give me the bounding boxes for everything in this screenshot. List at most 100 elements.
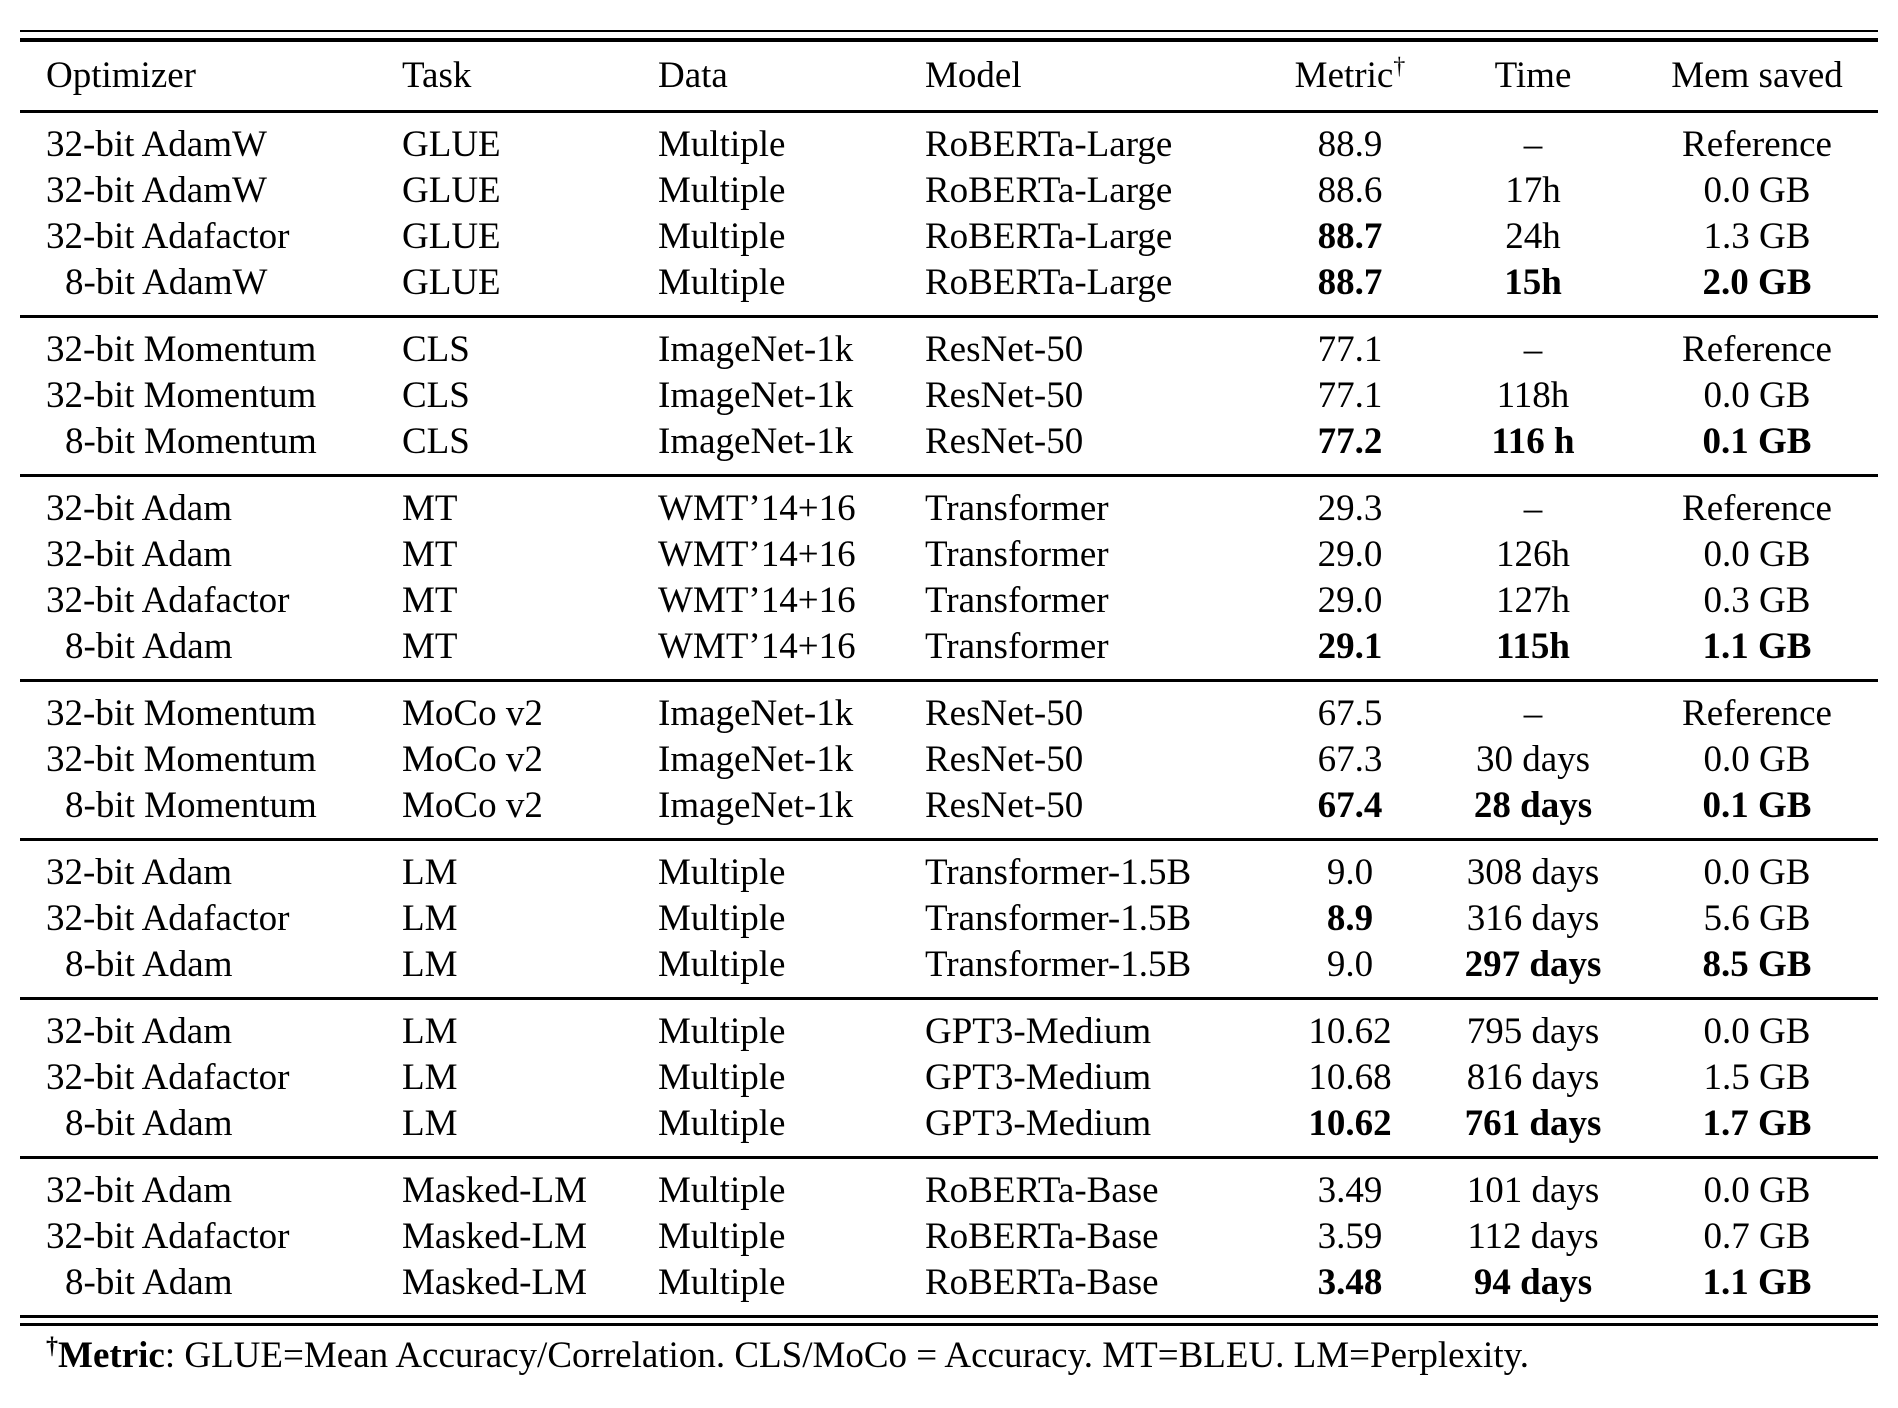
cell-optimizer: 32-bit Momentum [46,692,317,734]
cell-data: Multiple [658,943,786,985]
cell-metric: 10.62 [1308,1102,1392,1144]
cell-optimizer: 32-bit Adafactor [46,215,290,257]
section-divider-rule [20,997,1878,1000]
cell-metric: 3.59 [1317,1215,1383,1257]
cell-optimizer: 8-bit Momentum [65,784,317,826]
dagger-icon: † [46,1333,59,1360]
cell-task: MT [402,579,458,621]
cell-mem-saved: 1.1 GB [1702,625,1812,667]
footnote-metric-label: †Metric [46,1333,165,1376]
cell-task: CLS [402,420,470,462]
cell-optimizer: 8-bit Adam [65,1261,233,1303]
col-header-label: Model [925,54,1022,96]
cell-data: WMT’14+16 [658,579,856,621]
cell-data: ImageNet-1k [658,420,854,462]
cell-mem-saved: 2.0 GB [1702,261,1812,303]
cell-model: Transformer [925,487,1109,529]
table-row: 32-bit Adafactor LM Multiple Transformer-1.… [20,896,1878,942]
cell-data: ImageNet-1k [658,374,854,416]
cell-optimizer: 8-bit AdamW [65,261,268,303]
table-row: 8-bit Momentum MoCo v2 ImageNet-1k ResNet-5… [20,783,1878,829]
cell-optimizer: 32-bit Adam [46,851,233,893]
table-row: 8-bit Adam Masked-LM Multiple RoBERTa-Base 3… [20,1260,1878,1306]
cell-optimizer: 8-bit Adam [65,1102,233,1144]
cell-time: 816 days [1466,1056,1600,1098]
cell-task: MT [402,487,458,529]
table-row: 32-bit Momentum CLS ImageNet-1k ResNet-50 77… [20,373,1878,419]
section-divider-rule [20,679,1878,682]
cell-metric: 9.0 [1326,943,1374,985]
cell-task: LM [402,943,458,985]
cell-mem-saved: Reference [1682,692,1832,734]
cell-metric: 9.0 [1326,851,1374,893]
cell-time: 761 days [1464,1102,1602,1144]
cell-mem-saved: 5.6 GB [1703,897,1811,939]
cell-task: Masked-LM [402,1169,587,1211]
table-section: 32-bit Momentum MoCo v2 ImageNet-1k ResNet-… [20,682,1878,838]
cell-time: 30 days [1475,738,1591,780]
table-row: 8-bit Adam LM Multiple Transformer-1.5B 9.0 2… [20,942,1878,988]
table-section: 32-bit AdamW GLUE Multiple RoBERTa-Large 88.… [20,113,1878,315]
cell-mem-saved: Reference [1682,123,1832,165]
cell-mem-saved: 0.1 GB [1702,420,1812,462]
cell-task: LM [402,851,458,893]
cell-mem-saved: 0.1 GB [1702,784,1812,826]
table-row: 32-bit Adafactor GLUE Multiple RoBERTa-Larg… [20,214,1878,260]
cell-metric: 77.2 [1317,420,1383,462]
col-header-metric: Metric† [1270,54,1430,97]
table-row: 32-bit AdamW GLUE Multiple RoBERTa-Large 88.… [20,122,1878,168]
cell-optimizer: 32-bit Momentum [46,738,317,780]
cell-data: Multiple [658,1169,786,1211]
cell-metric: 77.1 [1317,328,1383,370]
cell-time: – [1523,487,1543,529]
cell-data: Multiple [658,1215,786,1257]
cell-model: RoBERTa-Base [925,1169,1159,1211]
cell-optimizer: 32-bit Adafactor [46,1056,290,1098]
cell-time: 115h [1495,625,1571,667]
cell-optimizer: 32-bit Adam [46,487,233,529]
cell-data: Multiple [658,1261,786,1303]
cell-metric: 10.62 [1308,1010,1392,1052]
cell-model: RoBERTa-Large [925,215,1173,257]
cell-optimizer: 32-bit Momentum [46,374,317,416]
cell-metric: 3.48 [1317,1261,1383,1303]
cell-model: Transformer [925,625,1109,667]
results-table: Optimizer Task Data Model Metric† Time Mem sav… [20,30,1878,1377]
cell-metric: 8.9 [1326,897,1374,939]
cell-model: ResNet-50 [925,738,1084,780]
cell-data: Multiple [658,1056,786,1098]
cell-time: – [1523,123,1543,165]
cell-time: 316 days [1466,897,1600,939]
cell-data: Multiple [658,169,786,211]
cell-optimizer: 32-bit Adam [46,1010,233,1052]
cell-model: GPT3-Medium [925,1056,1152,1098]
footnote-text: : GLUE=Mean Accuracy/Correlation. CLS/Mo… [164,1335,1529,1376]
cell-metric: 88.7 [1317,261,1383,303]
cell-task: MoCo v2 [402,692,543,734]
cell-time: 112 days [1467,1215,1599,1257]
cell-metric: 67.4 [1317,784,1383,826]
cell-time: 127h [1496,579,1570,621]
cell-model: RoBERTa-Large [925,261,1173,303]
cell-optimizer: 32-bit Adafactor [46,897,290,939]
col-header-label: Metric [1294,54,1394,96]
cell-metric: 88.9 [1317,123,1383,165]
cell-model: ResNet-50 [925,420,1084,462]
cell-model: Transformer-1.5B [925,897,1192,939]
cell-data: ImageNet-1k [658,738,854,780]
col-header-model: Model [925,54,1270,97]
cell-mem-saved: 0.0 GB [1703,1010,1811,1052]
cell-optimizer: 8-bit Adam [65,625,233,667]
table-row: 8-bit AdamW GLUE Multiple RoBERTa-Large 88.7… [20,260,1878,306]
cell-optimizer: 32-bit Adam [46,533,233,575]
cell-mem-saved: 0.0 GB [1703,851,1811,893]
cell-model: Transformer [925,579,1109,621]
cell-task: MT [402,625,458,667]
cell-metric: 29.0 [1317,533,1383,575]
cell-metric: 67.5 [1317,692,1383,734]
cell-data: Multiple [658,1102,786,1144]
cell-mem-saved: Reference [1682,328,1832,370]
cell-task: LM [402,897,458,939]
table-row: 32-bit Adam LM Multiple Transformer-1.5B 9.0… [20,850,1878,896]
cell-metric: 29.0 [1317,579,1383,621]
